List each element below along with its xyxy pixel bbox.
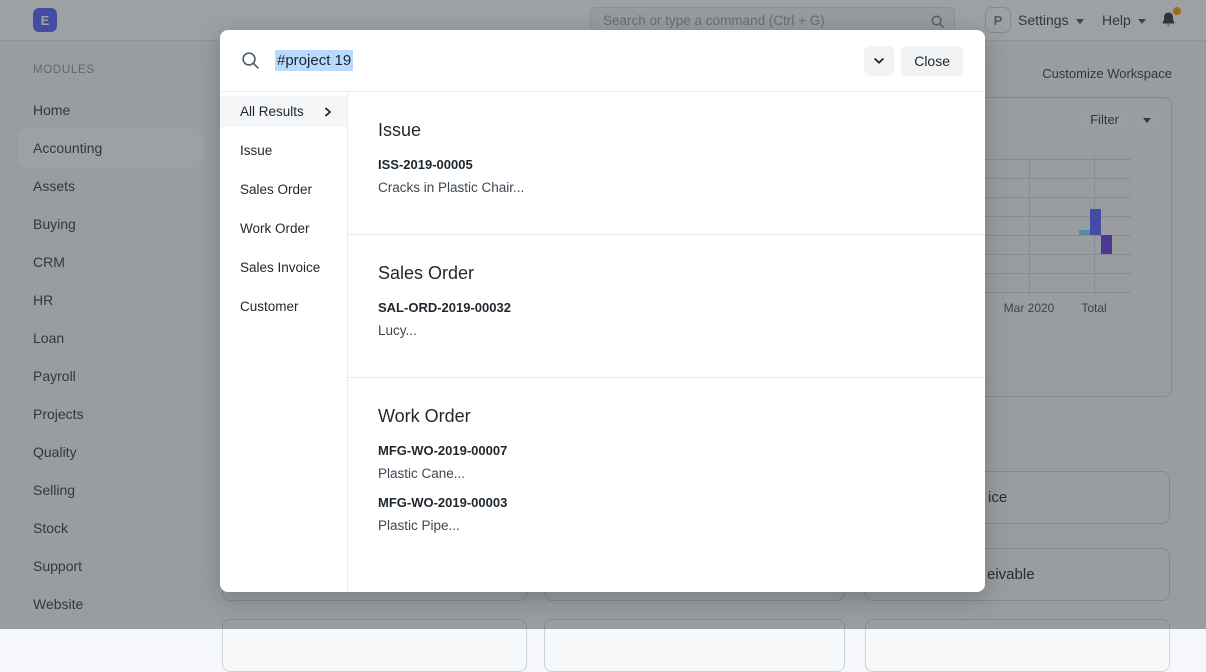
settings-menu[interactable]: Settings [1018,0,1084,40]
sidebar-item-accounting[interactable]: Accounting [18,129,205,167]
shortcut-label-fragment: eivable [987,566,1035,583]
help-menu[interactable]: Help [1102,0,1146,40]
customize-workspace-link[interactable]: Customize Workspace [1042,66,1172,81]
sidebar-item-quality[interactable]: Quality [33,444,77,460]
sidebar-item-buying[interactable]: Buying [33,216,76,232]
search-nav-label: Issue [240,143,273,158]
user-avatar[interactable]: P [985,7,1011,33]
search-results-nav: All Results Issue Sales Order Work Order Sa… [220,92,348,592]
result-id-link[interactable]: MFG-WO-2019-00007 [378,443,508,458]
result-description: Plastic Cane... [378,466,466,481]
section-title: Sales Order [378,263,475,283]
search-icon [242,52,259,69]
chart-bar-light-blue [1079,230,1090,235]
search-nav-sales-invoice[interactable]: Sales Invoice [220,252,347,283]
bell-icon [1162,12,1175,26]
chart-tick-line [1029,156,1030,296]
result-section-work-order: Work Order MFG-WO-2019-00007 Plastic Cane.… [348,377,985,572]
result-id-link[interactable]: SAL-ORD-2019-00032 [378,300,511,315]
chart-filter-caret-button[interactable] [1136,108,1158,132]
search-result[interactable]: MFG-WO-2019-00003 Plastic Pipe... [378,495,955,534]
sidebar-modules: Home Accounting Assets Buying CRM HR Loan Payro… [0,91,210,623]
result-id-link[interactable]: ISS-2019-00005 [378,157,473,172]
help-label: Help [1102,12,1131,28]
search-scope-dropdown-button[interactable] [864,45,895,76]
sidebar-item-stock[interactable]: Stock [33,520,69,536]
app-logo[interactable]: E [33,8,57,32]
settings-label: Settings [1018,12,1069,28]
selected-search-text: #project 19 [275,50,354,71]
search-dialog-input[interactable]: #project 19 [275,50,354,71]
search-nav-customer[interactable]: Customer [220,291,347,322]
chevron-right-icon [325,107,331,116]
search-nav-all-results[interactable]: All Results [220,96,347,127]
notifications-bell[interactable] [1160,7,1181,31]
sidebar-item-selling[interactable]: Selling [33,482,76,498]
sidebar-item-payroll[interactable]: Payroll [33,368,76,384]
sidebar-item-home[interactable]: Home [33,102,71,118]
sidebar-item-hr[interactable]: HR [33,292,54,308]
chevron-down-icon [1143,117,1151,123]
search-nav-label: Sales Order [240,182,313,197]
sidebar-item-website[interactable]: Website [33,596,84,612]
result-section-issue: Issue ISS-2019-00005 Cracks in Plastic Cha… [348,92,985,234]
sidebar-heading: MODULES [33,64,95,76]
search-nav-label: Work Order [240,221,310,236]
chart-bar-purple [1101,235,1112,254]
x-axis-label: Total [1081,301,1107,315]
chevron-down-icon [1075,19,1084,24]
close-button[interactable]: Close [901,45,963,76]
sidebar-item-assets[interactable]: Assets [33,178,76,194]
chevron-down-icon [874,57,884,64]
section-title: Work Order [378,406,471,426]
sidebar-item-loan[interactable]: Loan [33,330,65,346]
global-search-dialog: #project 19 Close All Results Issue Sales… [220,30,985,592]
chart-bar-blue [1090,209,1101,235]
search-result[interactable]: MFG-WO-2019-00007 Plastic Cane... [378,443,955,482]
x-axis-label: Mar 2020 [1003,301,1055,315]
search-icon [931,15,944,28]
result-section-sales-order: Sales Order SAL-ORD-2019-00032 Lucy... [348,234,985,377]
result-description: Plastic Pipe... [378,518,460,533]
result-id-link[interactable]: MFG-WO-2019-00003 [378,495,508,510]
search-nav-label: Sales Invoice [240,260,321,275]
result-description: Lucy... [378,323,417,338]
search-dialog-body: All Results Issue Sales Order Work Order Sa… [220,92,985,592]
search-nav-label: Customer [240,299,299,314]
search-result[interactable]: ISS-2019-00005 Cracks in Plastic Chair... [378,157,955,196]
global-search [590,7,955,34]
chevron-down-icon [1137,19,1146,24]
search-nav-label: All Results [240,104,304,119]
shortcut-label-fragment: ice [988,489,1008,506]
search-result[interactable]: SAL-ORD-2019-00032 Lucy... [378,300,955,339]
search-dialog-header: #project 19 Close [220,30,985,92]
global-search-input[interactable] [591,8,954,33]
module-sidebar: MODULES Home Accounting Assets Buying CRM HR L… [0,40,210,629]
chart-filter-button[interactable]: Filter [1078,108,1131,132]
section-title: Issue [378,120,422,140]
result-description: Cracks in Plastic Chair... [378,180,525,195]
notification-dot [1173,7,1181,15]
sidebar-item-crm[interactable]: CRM [33,254,65,270]
top-navbar: E P Settings Help [0,0,1206,41]
search-results-list: Issue ISS-2019-00005 Cracks in Plastic Cha… [348,92,985,592]
search-nav-sales-order[interactable]: Sales Order [220,174,347,205]
search-nav-issue[interactable]: Issue [220,135,347,166]
sidebar-item-projects[interactable]: Projects [33,406,84,422]
sidebar-item-support[interactable]: Support [33,558,83,574]
search-nav-work-order[interactable]: Work Order [220,213,347,244]
